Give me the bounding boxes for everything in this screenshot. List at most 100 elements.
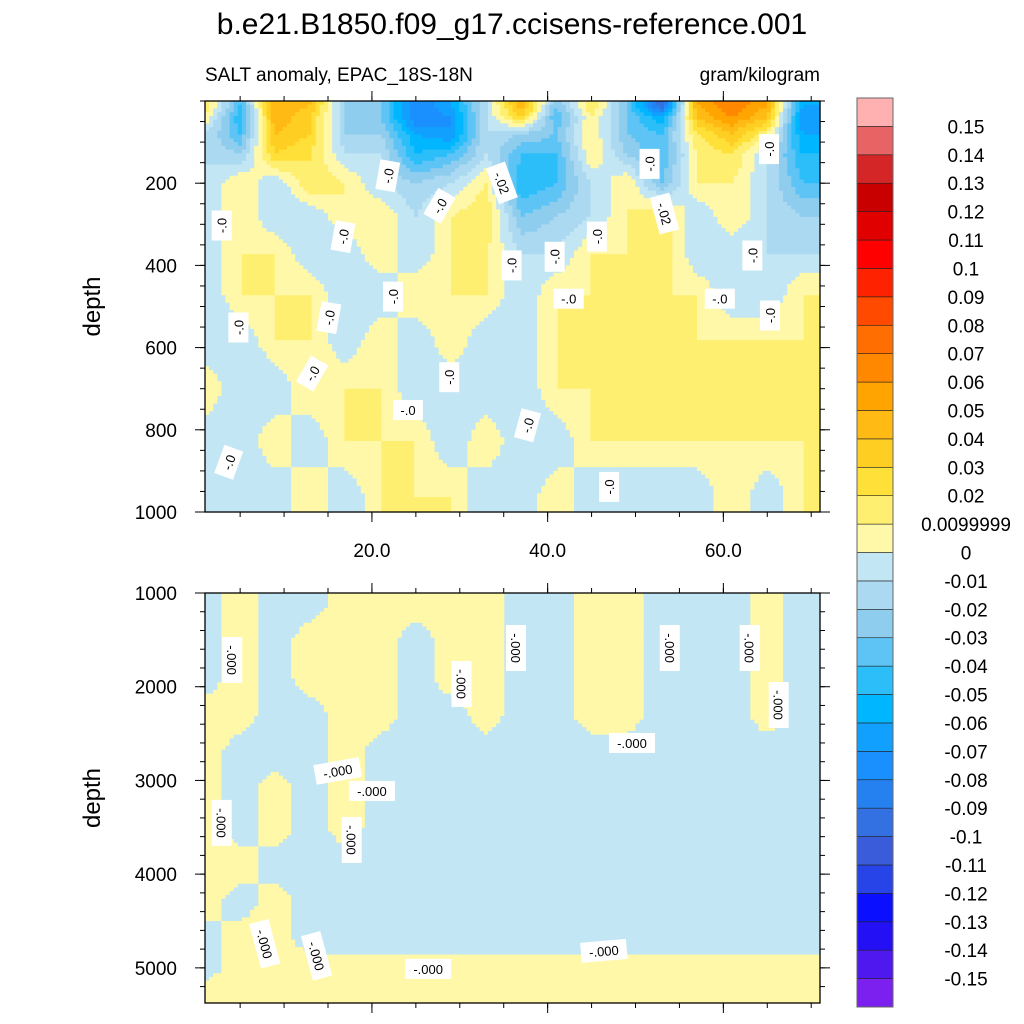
contour-cell [799, 168, 821, 173]
contour-cell [426, 422, 477, 427]
contour-cell [241, 265, 276, 270]
contour-cell [578, 190, 591, 196]
contour-cell [291, 824, 329, 829]
contour-cell [754, 127, 768, 132]
contour-cell [508, 224, 518, 229]
colorbar-label: 0.06 [948, 373, 985, 394]
contour-cell [574, 452, 805, 457]
contour-cell [328, 328, 370, 334]
contour-cell [328, 455, 382, 461]
colorbar-label: 0.12 [948, 203, 985, 224]
contour-cell [660, 186, 665, 192]
contour-cell [455, 213, 493, 218]
contour-cell [697, 171, 739, 177]
contour-cell [274, 332, 313, 337]
y-axis-label: depth [79, 768, 106, 828]
contour-cell [492, 459, 575, 465]
contour-cell [537, 332, 559, 337]
contour-cell [291, 396, 345, 401]
colorbar-label: -0.02 [944, 600, 987, 621]
contour-cell [504, 205, 514, 210]
contour-cell [451, 291, 489, 296]
contour-cell [307, 104, 317, 110]
contour-cell [787, 149, 796, 154]
contour-cell [770, 470, 805, 476]
contour-cell [241, 134, 251, 139]
contour-cell [766, 183, 780, 188]
contour-cell [205, 101, 210, 106]
contour-cell [553, 108, 559, 113]
contour-cell [545, 478, 575, 483]
contour-cell [381, 426, 427, 431]
contour-label: -.0 [501, 250, 522, 281]
contour-cell [381, 433, 432, 438]
contour-cell [569, 261, 591, 266]
contour-cell [393, 104, 403, 110]
contour-cell [787, 168, 801, 173]
contour-cell [291, 641, 399, 646]
contour-cell [569, 104, 579, 110]
contour-cell [733, 142, 743, 147]
contour-cell [471, 201, 493, 207]
contour-cell [528, 101, 534, 106]
contour-cell [541, 205, 571, 210]
contour-cell [410, 134, 423, 139]
contour-cell [774, 104, 780, 110]
contour-cell [537, 295, 559, 300]
contour-cell [565, 179, 579, 184]
contour-cell [205, 119, 210, 125]
contour-cell [451, 261, 489, 266]
contour-cell [590, 437, 821, 442]
contour-cell [627, 171, 637, 177]
contour-cell [401, 112, 411, 117]
contour-cell [291, 455, 329, 461]
contour-cell [414, 463, 448, 468]
contour-cell [754, 119, 768, 125]
contour-cell [664, 104, 669, 110]
contour-cell [684, 115, 690, 121]
contour-label-text: -.0 [302, 363, 323, 384]
contour-cell [643, 652, 751, 657]
contour-cell [221, 913, 251, 918]
contour-cell [795, 164, 821, 169]
contour-cell [221, 108, 227, 113]
contour-cell [586, 216, 608, 222]
contour-cell [455, 149, 468, 154]
contour-cell [360, 343, 399, 349]
contour-cell [258, 663, 292, 669]
contour-cell [545, 108, 550, 113]
contour-cell [557, 171, 567, 177]
contour-cell [205, 637, 222, 643]
contour-cell [668, 149, 678, 154]
contour-cell [274, 336, 313, 341]
contour-cell [545, 101, 550, 106]
contour-cell [328, 216, 399, 222]
contour-cell [442, 459, 468, 465]
contour-label-text: -.000 [413, 962, 443, 977]
contour-cell [381, 493, 415, 498]
contour-cell [205, 321, 247, 326]
contour-cell [414, 213, 419, 218]
contour-cell [635, 104, 645, 110]
contour-cell [258, 801, 292, 807]
contour-cell [254, 160, 268, 166]
contour-cell [401, 142, 411, 147]
contour-cell [557, 366, 821, 371]
contour-label: -.0 [759, 300, 780, 331]
contour-cell [205, 396, 218, 401]
contour-cell [291, 820, 329, 825]
contour-cell [205, 272, 222, 278]
contour-cell [328, 168, 350, 173]
contour-cell [668, 153, 678, 158]
contour-cell [709, 284, 788, 289]
contour-cell [205, 969, 222, 974]
contour-cell [360, 179, 382, 184]
contour-cell [504, 201, 509, 207]
contour-cell [332, 123, 341, 128]
contour-cell [561, 190, 579, 196]
contour-cell [364, 809, 821, 814]
contour-cell [483, 157, 489, 162]
contour-cell [205, 958, 222, 963]
contour-cell [578, 179, 591, 184]
contour-cell [504, 652, 575, 657]
